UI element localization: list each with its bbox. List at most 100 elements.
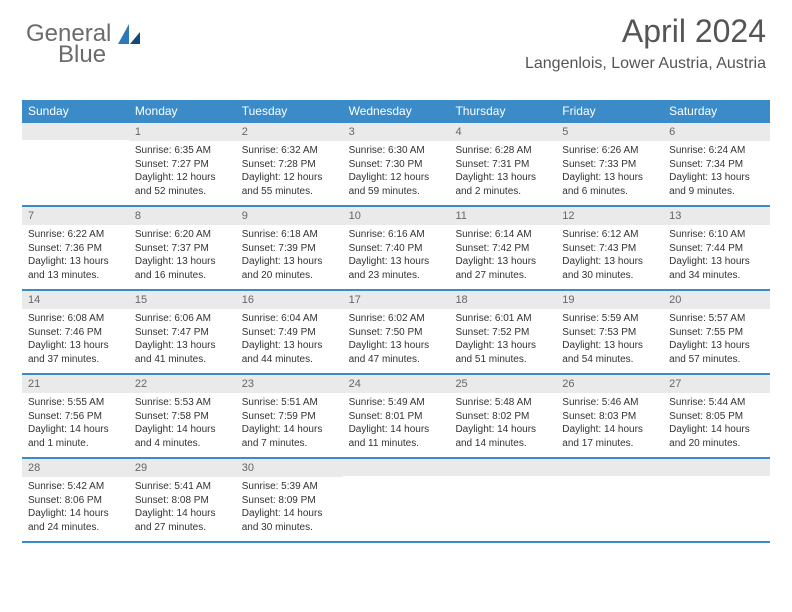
daylight-text: Daylight: 13 hours and 57 minutes. (669, 339, 764, 366)
calendar-day-cell: 19Sunrise: 5:59 AMSunset: 7:53 PMDayligh… (556, 291, 663, 373)
day-number: 4 (449, 123, 556, 141)
daylight-text: Daylight: 13 hours and 54 minutes. (562, 339, 657, 366)
location-label: Langenlois, Lower Austria, Austria (525, 55, 766, 73)
day-details: Sunrise: 6:16 AMSunset: 7:40 PMDaylight:… (343, 225, 450, 282)
calendar-day-cell: 23Sunrise: 5:51 AMSunset: 7:59 PMDayligh… (236, 375, 343, 457)
sunrise-text: Sunrise: 6:22 AM (28, 228, 123, 242)
day-number: 27 (663, 375, 770, 393)
sunrise-text: Sunrise: 5:46 AM (562, 396, 657, 410)
daylight-text: Daylight: 13 hours and 6 minutes. (562, 171, 657, 198)
calendar-day-cell: 30Sunrise: 5:39 AMSunset: 8:09 PMDayligh… (236, 459, 343, 541)
day-number: 9 (236, 207, 343, 225)
sunrise-text: Sunrise: 6:28 AM (455, 144, 550, 158)
day-details: Sunrise: 6:02 AMSunset: 7:50 PMDaylight:… (343, 309, 450, 366)
day-of-week-header: Tuesday (236, 100, 343, 123)
header-right: April 2024 Langenlois, Lower Austria, Au… (525, 14, 766, 73)
sunrise-text: Sunrise: 6:06 AM (135, 312, 230, 326)
day-number: 3 (343, 123, 450, 141)
calendar-day-cell: 20Sunrise: 5:57 AMSunset: 7:55 PMDayligh… (663, 291, 770, 373)
day-number: 2 (236, 123, 343, 141)
sunset-text: Sunset: 7:39 PM (242, 242, 337, 256)
daylight-text: Daylight: 13 hours and 16 minutes. (135, 255, 230, 282)
sunset-text: Sunset: 7:28 PM (242, 158, 337, 172)
day-number: 28 (22, 459, 129, 477)
calendar-week-row: 28Sunrise: 5:42 AMSunset: 8:06 PMDayligh… (22, 459, 770, 543)
calendar-day-cell: 26Sunrise: 5:46 AMSunset: 8:03 PMDayligh… (556, 375, 663, 457)
sunset-text: Sunset: 7:27 PM (135, 158, 230, 172)
sunrise-text: Sunrise: 6:32 AM (242, 144, 337, 158)
sunset-text: Sunset: 7:46 PM (28, 326, 123, 340)
day-number: 29 (129, 459, 236, 477)
sunrise-text: Sunrise: 6:24 AM (669, 144, 764, 158)
sunrise-text: Sunrise: 6:18 AM (242, 228, 337, 242)
calendar-day-cell: 8Sunrise: 6:20 AMSunset: 7:37 PMDaylight… (129, 207, 236, 289)
sunset-text: Sunset: 7:50 PM (349, 326, 444, 340)
sunset-text: Sunset: 8:03 PM (562, 410, 657, 424)
daylight-text: Daylight: 13 hours and 2 minutes. (455, 171, 550, 198)
day-details: Sunrise: 6:28 AMSunset: 7:31 PMDaylight:… (449, 141, 556, 198)
day-of-week-header: Friday (556, 100, 663, 123)
calendar-day-cell (343, 459, 450, 541)
sunset-text: Sunset: 8:06 PM (28, 494, 123, 508)
day-details: Sunrise: 5:55 AMSunset: 7:56 PMDaylight:… (22, 393, 129, 450)
sunrise-text: Sunrise: 6:30 AM (349, 144, 444, 158)
calendar-day-cell: 22Sunrise: 5:53 AMSunset: 7:58 PMDayligh… (129, 375, 236, 457)
sunset-text: Sunset: 7:34 PM (669, 158, 764, 172)
day-of-week-header: Sunday (22, 100, 129, 123)
sunset-text: Sunset: 7:30 PM (349, 158, 444, 172)
day-details: Sunrise: 6:20 AMSunset: 7:37 PMDaylight:… (129, 225, 236, 282)
calendar-week-row: 7Sunrise: 6:22 AMSunset: 7:36 PMDaylight… (22, 207, 770, 291)
sunrise-text: Sunrise: 6:35 AM (135, 144, 230, 158)
sunset-text: Sunset: 7:42 PM (455, 242, 550, 256)
day-details: Sunrise: 6:12 AMSunset: 7:43 PMDaylight:… (556, 225, 663, 282)
sunrise-text: Sunrise: 5:48 AM (455, 396, 550, 410)
day-number: 17 (343, 291, 450, 309)
daylight-text: Daylight: 13 hours and 27 minutes. (455, 255, 550, 282)
day-number: 10 (343, 207, 450, 225)
day-details: Sunrise: 5:41 AMSunset: 8:08 PMDaylight:… (129, 477, 236, 534)
day-number: 12 (556, 207, 663, 225)
day-number (556, 459, 663, 476)
sunset-text: Sunset: 7:55 PM (669, 326, 764, 340)
daylight-text: Daylight: 13 hours and 41 minutes. (135, 339, 230, 366)
calendar-day-cell: 1Sunrise: 6:35 AMSunset: 7:27 PMDaylight… (129, 123, 236, 205)
day-details (556, 476, 663, 527)
sunrise-text: Sunrise: 6:14 AM (455, 228, 550, 242)
day-number: 14 (22, 291, 129, 309)
calendar-day-cell: 24Sunrise: 5:49 AMSunset: 8:01 PMDayligh… (343, 375, 450, 457)
daylight-text: Daylight: 14 hours and 24 minutes. (28, 507, 123, 534)
daylight-text: Daylight: 14 hours and 27 minutes. (135, 507, 230, 534)
sunset-text: Sunset: 7:59 PM (242, 410, 337, 424)
calendar-day-cell: 13Sunrise: 6:10 AMSunset: 7:44 PMDayligh… (663, 207, 770, 289)
sunrise-text: Sunrise: 5:55 AM (28, 396, 123, 410)
day-of-week-header-row: SundayMondayTuesdayWednesdayThursdayFrid… (22, 100, 770, 123)
calendar-day-cell: 21Sunrise: 5:55 AMSunset: 7:56 PMDayligh… (22, 375, 129, 457)
day-number: 1 (129, 123, 236, 141)
calendar-day-cell (22, 123, 129, 205)
day-number: 16 (236, 291, 343, 309)
sunset-text: Sunset: 7:58 PM (135, 410, 230, 424)
day-of-week-header: Wednesday (343, 100, 450, 123)
daylight-text: Daylight: 13 hours and 47 minutes. (349, 339, 444, 366)
sunrise-text: Sunrise: 6:02 AM (349, 312, 444, 326)
day-number: 8 (129, 207, 236, 225)
day-details (663, 476, 770, 527)
sunset-text: Sunset: 7:43 PM (562, 242, 657, 256)
day-details: Sunrise: 5:42 AMSunset: 8:06 PMDaylight:… (22, 477, 129, 534)
day-of-week-header: Thursday (449, 100, 556, 123)
calendar-day-cell: 25Sunrise: 5:48 AMSunset: 8:02 PMDayligh… (449, 375, 556, 457)
calendar-document: General Blue April 2024 Langenlois, Lowe… (0, 0, 792, 612)
sunset-text: Sunset: 8:01 PM (349, 410, 444, 424)
day-details: Sunrise: 6:14 AMSunset: 7:42 PMDaylight:… (449, 225, 556, 282)
day-of-week-header: Saturday (663, 100, 770, 123)
daylight-text: Daylight: 14 hours and 17 minutes. (562, 423, 657, 450)
sunset-text: Sunset: 7:56 PM (28, 410, 123, 424)
sunrise-text: Sunrise: 5:44 AM (669, 396, 764, 410)
calendar-day-cell: 5Sunrise: 6:26 AMSunset: 7:33 PMDaylight… (556, 123, 663, 205)
sunset-text: Sunset: 8:09 PM (242, 494, 337, 508)
calendar-weeks: 1 Sunrise: 6:35 AMSunset: 7:27 PM Daylight… (22, 123, 770, 543)
calendar-grid: SundayMondayTuesdayWednesdayThursdayFrid… (22, 100, 770, 543)
sunset-text: Sunset: 7:53 PM (562, 326, 657, 340)
day-number: 7 (22, 207, 129, 225)
calendar-day-cell: 27Sunrise: 5:44 AMSunset: 8:05 PMDayligh… (663, 375, 770, 457)
